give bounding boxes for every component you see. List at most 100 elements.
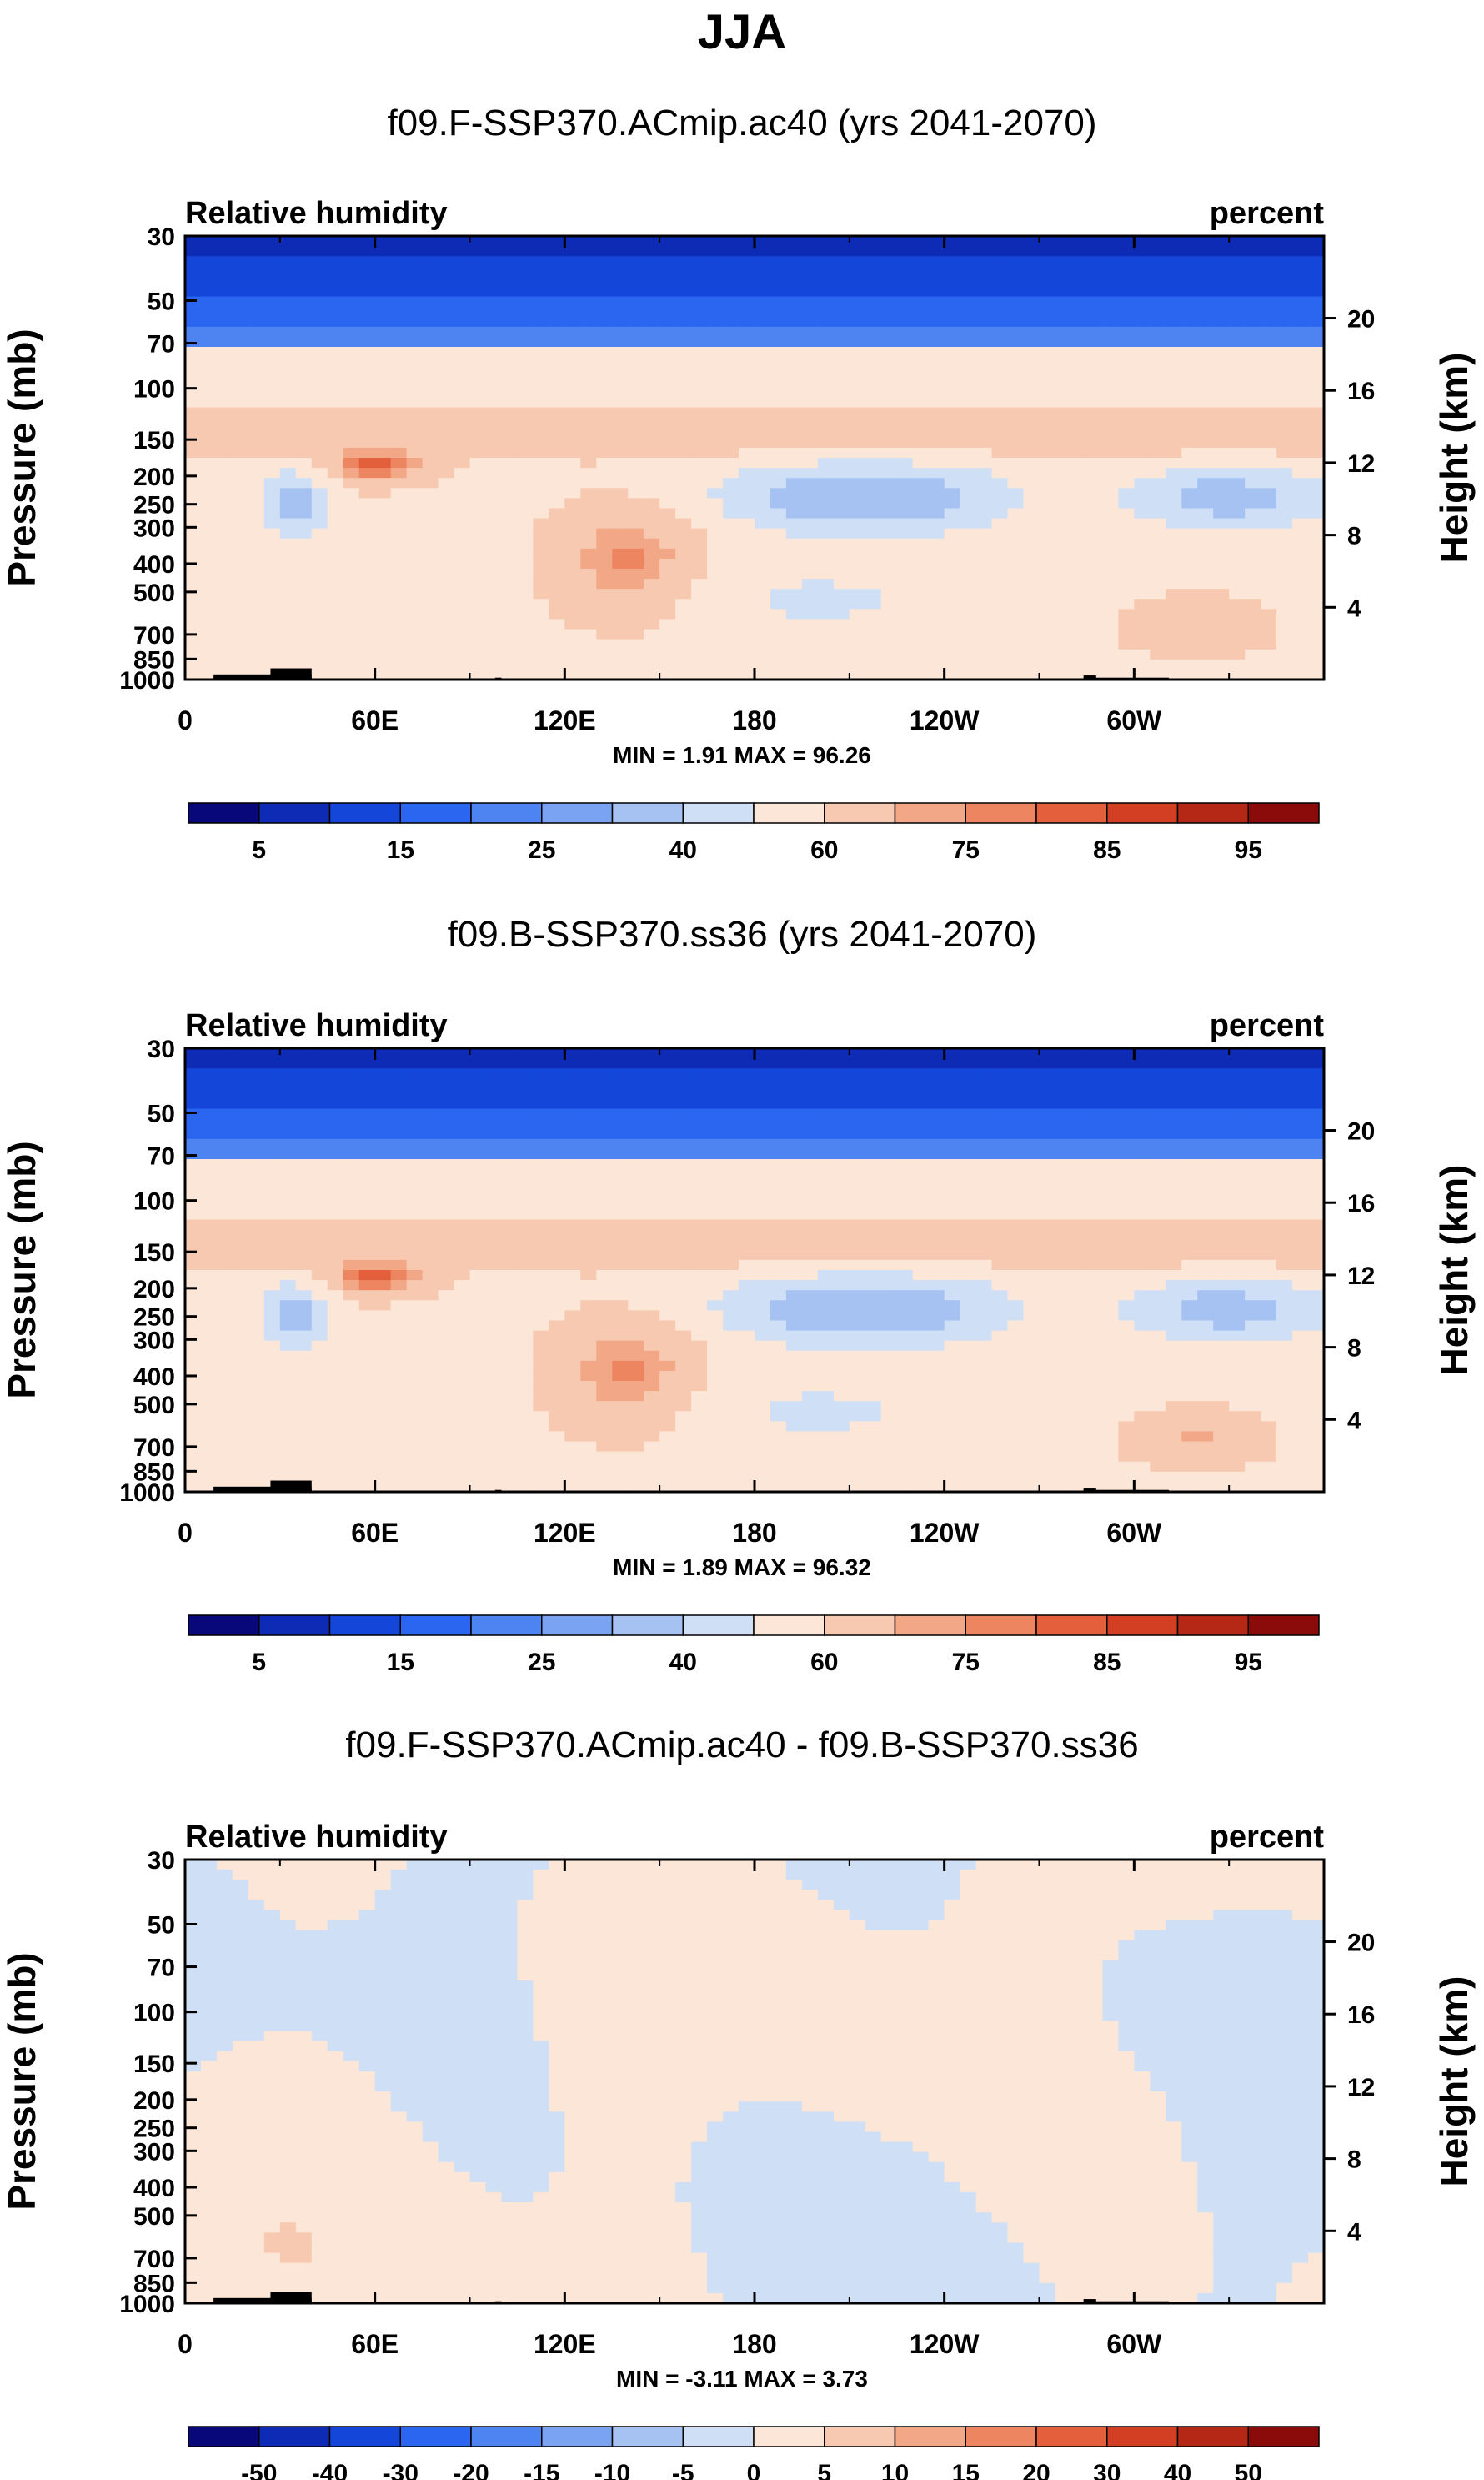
heatmap-cell	[564, 1148, 581, 1160]
heatmap-cell	[896, 357, 914, 368]
heatmap-cell	[374, 1118, 392, 1130]
heatmap-cell	[580, 518, 597, 530]
heatmap-cell	[580, 296, 597, 308]
heatmap-cell	[1308, 528, 1325, 540]
heatmap-cell	[406, 609, 424, 620]
heatmap-cell	[612, 599, 629, 610]
heatmap-cell	[912, 1098, 930, 1110]
heatmap-cell	[1229, 1169, 1246, 1180]
heatmap-cell	[358, 1108, 376, 1120]
heatmap-cell	[896, 649, 914, 660]
heatmap-cell	[327, 407, 344, 419]
heatmap-cell	[1118, 488, 1135, 499]
heatmap-cell	[327, 518, 344, 530]
heatmap-cell	[723, 1270, 739, 1281]
heatmap-cell	[960, 1048, 977, 1059]
heatmap-cell	[438, 427, 455, 439]
heatmap-cell	[1261, 397, 1277, 409]
heatmap-cell	[1086, 518, 1103, 530]
heatmap-cell	[216, 599, 233, 610]
heatmap-cell	[374, 498, 392, 510]
heatmap-cell	[501, 1239, 519, 1251]
heatmap-cell	[1245, 639, 1261, 650]
heatmap-cell	[707, 357, 724, 368]
heatmap-cell	[564, 639, 581, 650]
heatmap-cell	[580, 256, 597, 267]
heatmap-cell	[1039, 1058, 1056, 1069]
heatmap-cell	[327, 1078, 344, 1089]
heatmap-cell	[644, 266, 660, 277]
heatmap-cell	[1070, 316, 1088, 328]
heatmap-cell	[485, 639, 503, 650]
heatmap-cell	[944, 609, 961, 620]
heatmap-cell	[469, 316, 487, 328]
heatmap-cell	[564, 1058, 581, 1069]
heatmap-cell	[216, 629, 233, 640]
heatmap-cell	[327, 1098, 344, 1110]
heatmap-cell	[549, 1088, 565, 1100]
heatmap-cell	[580, 1068, 597, 1079]
heatmap-cell	[675, 1138, 692, 1150]
heatmap-cell	[944, 266, 961, 277]
heatmap-cell	[533, 518, 549, 530]
heatmap-cell	[739, 306, 755, 318]
heatmap-cell	[263, 639, 281, 650]
heatmap-cell	[991, 256, 1009, 267]
heatmap-cell	[1245, 589, 1261, 600]
heatmap-cell	[944, 316, 961, 328]
heatmap-cell	[358, 357, 376, 368]
heatmap-cell	[755, 518, 771, 530]
heatmap-cell	[1023, 1219, 1040, 1231]
heatmap-cell	[801, 306, 819, 318]
heatmap-cell	[770, 1270, 787, 1281]
heatmap-cell	[1150, 1088, 1166, 1100]
heatmap-cell	[644, 367, 660, 378]
heatmap-cell	[1070, 1148, 1088, 1160]
heatmap-cell	[675, 1148, 692, 1160]
heatmap-cell	[1055, 296, 1072, 308]
heatmap-cell	[454, 508, 471, 520]
heatmap-cell	[549, 1068, 565, 1079]
heatmap-cell	[533, 266, 549, 277]
heatmap-cell	[343, 1058, 360, 1069]
heatmap-cell	[801, 1078, 819, 1089]
heatmap-cell	[1007, 1048, 1025, 1059]
heatmap-cell	[1150, 306, 1166, 318]
heatmap-cell	[833, 1169, 850, 1180]
heatmap-cell	[580, 286, 597, 298]
heatmap-cell	[833, 1259, 850, 1271]
heatmap-cell	[327, 669, 344, 680]
heatmap-cell	[755, 1239, 771, 1251]
heatmap-cell	[612, 589, 629, 600]
heatmap-cell	[849, 669, 866, 680]
heatmap-cell	[691, 478, 708, 489]
heatmap-cell	[454, 367, 471, 378]
heatmap-cell	[1086, 1259, 1103, 1271]
heatmap-cell	[612, 1088, 629, 1100]
heatmap-cell	[406, 589, 424, 600]
heatmap-cell	[438, 1229, 455, 1241]
heatmap-cell	[406, 236, 424, 247]
heatmap-cell	[975, 417, 993, 429]
x-tick-label: 120W	[910, 705, 980, 735]
heatmap-cell	[549, 1259, 565, 1271]
heatmap-cell	[707, 256, 724, 267]
heatmap-cell	[1070, 357, 1088, 368]
heatmap-cell	[912, 488, 930, 499]
heatmap-cell	[438, 417, 455, 429]
heatmap-cell	[564, 1068, 581, 1079]
heatmap-cell	[422, 468, 439, 479]
heatmap-cell	[628, 447, 644, 459]
heatmap-cell	[295, 447, 313, 459]
heatmap-cell	[691, 639, 708, 650]
heatmap-cell	[311, 1138, 328, 1150]
heatmap-cell	[216, 1108, 233, 1120]
heatmap-cell	[865, 1068, 882, 1079]
heatmap-cell	[659, 1159, 676, 1170]
heatmap-cell	[1276, 508, 1293, 520]
heatmap-cell	[1276, 437, 1293, 449]
heatmap-cell	[295, 589, 313, 600]
heatmap-cell	[880, 367, 898, 378]
heatmap-cell	[865, 1118, 882, 1130]
heatmap-cell	[279, 427, 297, 439]
